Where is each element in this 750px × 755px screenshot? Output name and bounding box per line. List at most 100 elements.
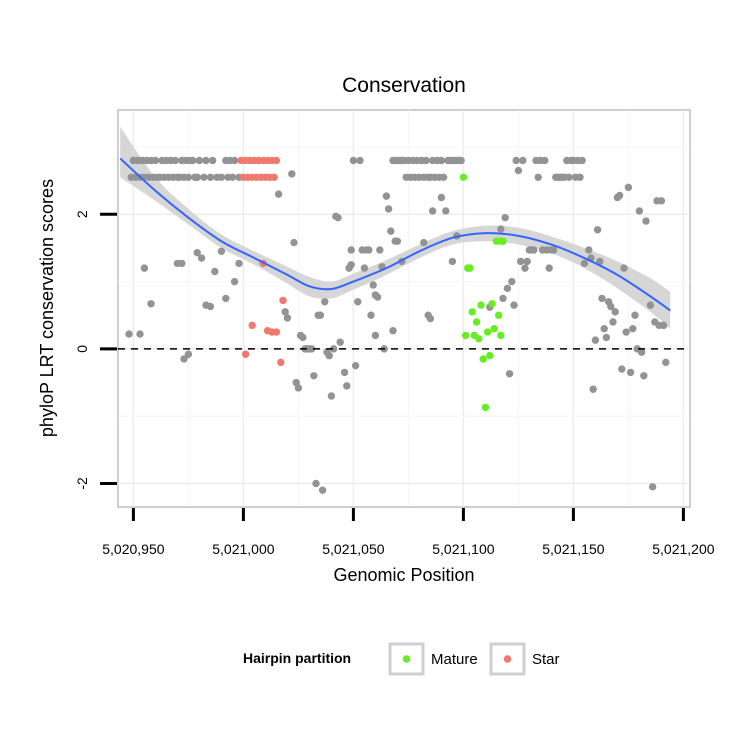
point-mature xyxy=(479,355,487,363)
point-other xyxy=(624,183,633,192)
point-other xyxy=(195,156,204,165)
point-other xyxy=(274,190,283,198)
y-axis-label: phyloP LRT conservation scores xyxy=(37,179,57,437)
point-other xyxy=(499,294,507,303)
x-tick-label: 5,021,000 xyxy=(212,541,274,557)
x-tick-label: 5,021,050 xyxy=(322,541,384,557)
point-other xyxy=(230,156,239,165)
point-other xyxy=(382,192,391,200)
point-other xyxy=(640,372,648,380)
point-other xyxy=(384,205,393,213)
point-other xyxy=(439,173,448,181)
point-star xyxy=(272,328,281,336)
point-other xyxy=(521,264,529,272)
point-other xyxy=(631,311,639,319)
point-other xyxy=(178,259,186,268)
point-mature xyxy=(497,331,505,340)
x-tick-label: 5,021,200 xyxy=(652,541,714,557)
y-tick-label: 0 xyxy=(74,345,90,353)
point-other xyxy=(206,173,215,181)
point-mature xyxy=(468,308,476,316)
point-other xyxy=(343,382,351,390)
point-other xyxy=(389,327,397,335)
point-other xyxy=(281,308,289,316)
point-other xyxy=(541,156,549,165)
point-other xyxy=(321,298,329,306)
point-other xyxy=(512,156,520,165)
point-other xyxy=(222,294,230,303)
point-other xyxy=(503,284,512,293)
axis-layer: 5,020,950 5,021,000 5,021,050 5,021,100 5,02… xyxy=(74,210,715,557)
point-other xyxy=(347,246,355,254)
point-mature xyxy=(490,324,498,333)
point-other xyxy=(294,384,303,392)
legend-title: Hairpin partition xyxy=(243,650,351,666)
point-other xyxy=(448,257,457,266)
point-other xyxy=(206,302,215,311)
point-other xyxy=(202,156,210,165)
point-other xyxy=(598,294,606,303)
point-other xyxy=(600,324,608,333)
point-mature xyxy=(494,311,503,319)
point-other xyxy=(602,333,611,342)
point-other xyxy=(629,324,637,333)
point-other xyxy=(336,338,344,346)
line-layer xyxy=(118,157,690,350)
point-other xyxy=(593,226,602,234)
point-other xyxy=(316,311,325,319)
point-other xyxy=(189,156,197,165)
point-other xyxy=(589,385,597,393)
point-mature xyxy=(481,403,490,412)
legend-swatch-star xyxy=(503,655,512,663)
point-star xyxy=(279,296,287,305)
x-tick-label: 5,020,950 xyxy=(102,541,164,557)
point-mature xyxy=(461,331,470,340)
point-other xyxy=(618,365,626,373)
point-other xyxy=(545,264,553,272)
point-mature xyxy=(483,328,492,336)
point-other xyxy=(217,173,226,181)
point-other xyxy=(510,301,518,309)
point-other xyxy=(523,257,531,266)
point-other xyxy=(662,358,670,367)
point-other xyxy=(611,308,619,316)
point-other xyxy=(369,281,377,289)
point-other xyxy=(367,311,375,319)
point-other xyxy=(371,331,380,340)
point-other xyxy=(530,246,538,254)
point-other xyxy=(387,227,395,235)
point-other xyxy=(283,314,292,322)
point-other xyxy=(327,392,336,400)
point-mature xyxy=(475,335,483,343)
point-other xyxy=(325,351,333,360)
point-other xyxy=(140,264,149,272)
point-other xyxy=(318,486,327,494)
legend-key-mature xyxy=(388,642,425,676)
point-other xyxy=(136,330,144,338)
point-other xyxy=(426,314,435,323)
point-other xyxy=(620,264,628,272)
point-other xyxy=(217,247,226,256)
point-star xyxy=(277,358,285,367)
point-other xyxy=(230,277,239,286)
point-other xyxy=(228,173,237,181)
point-other xyxy=(184,350,193,358)
legend: Hairpin partition Mature Star xyxy=(243,642,560,676)
point-other xyxy=(514,166,523,175)
plot-panel xyxy=(117,109,691,508)
point-other xyxy=(646,301,655,309)
point-other xyxy=(349,156,358,165)
point-other xyxy=(171,156,179,165)
point-other xyxy=(565,173,573,181)
x-tick-label: 5,021,150 xyxy=(542,541,604,557)
point-other xyxy=(591,336,600,344)
points-layer xyxy=(125,156,670,494)
point-other xyxy=(310,372,318,380)
point-other xyxy=(334,213,342,222)
point-star xyxy=(241,350,250,358)
point-other xyxy=(657,197,666,205)
point-other xyxy=(635,207,644,215)
point-other xyxy=(420,238,428,247)
